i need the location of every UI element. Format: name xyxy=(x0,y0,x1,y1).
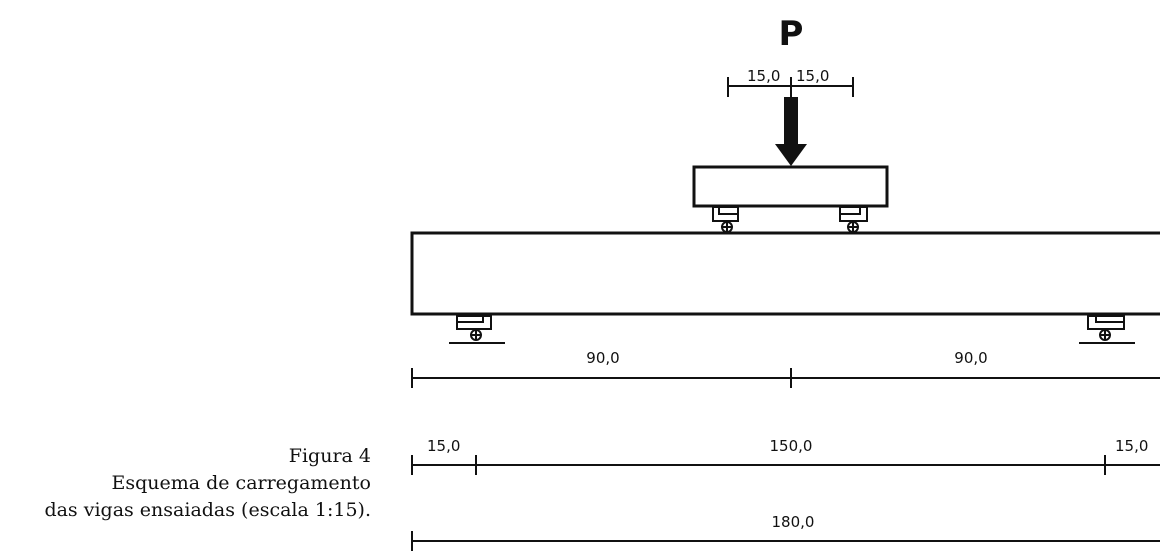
caption-line-1: Esquema de carregamento xyxy=(111,472,371,494)
figure-caption: Figura 4 Esquema de carregamento das vig… xyxy=(44,443,371,524)
dim-total-length: 180,0 xyxy=(772,513,815,531)
dim-half-span-left: 90,0 xyxy=(586,349,619,367)
load-plate-dimension xyxy=(727,77,854,97)
main-beam xyxy=(410,231,1160,316)
dimension-spans xyxy=(411,455,1160,475)
dimension-total xyxy=(411,531,1160,551)
dim-load-plate-left: 15,0 xyxy=(747,67,780,85)
support-left xyxy=(449,315,505,344)
dim-clear-span: 150,0 xyxy=(770,437,813,455)
support-right xyxy=(1079,315,1135,344)
load-label: P xyxy=(779,14,804,54)
load-arrow-icon xyxy=(775,97,807,166)
caption-line-2: das vigas ensaiadas (escala 1:15). xyxy=(44,499,371,521)
figure-number: Figura 4 xyxy=(288,445,371,467)
dim-half-span-right: 90,0 xyxy=(954,349,987,367)
spreader-beam xyxy=(692,165,889,208)
dim-load-plate-right: 15,0 xyxy=(796,67,829,85)
dimension-half-spans xyxy=(411,368,1160,388)
dim-overhang-right: 15,0 xyxy=(1115,437,1148,455)
spreader-roller-right xyxy=(839,206,868,233)
dim-overhang-left: 15,0 xyxy=(427,437,460,455)
spreader-roller-left xyxy=(712,206,739,233)
